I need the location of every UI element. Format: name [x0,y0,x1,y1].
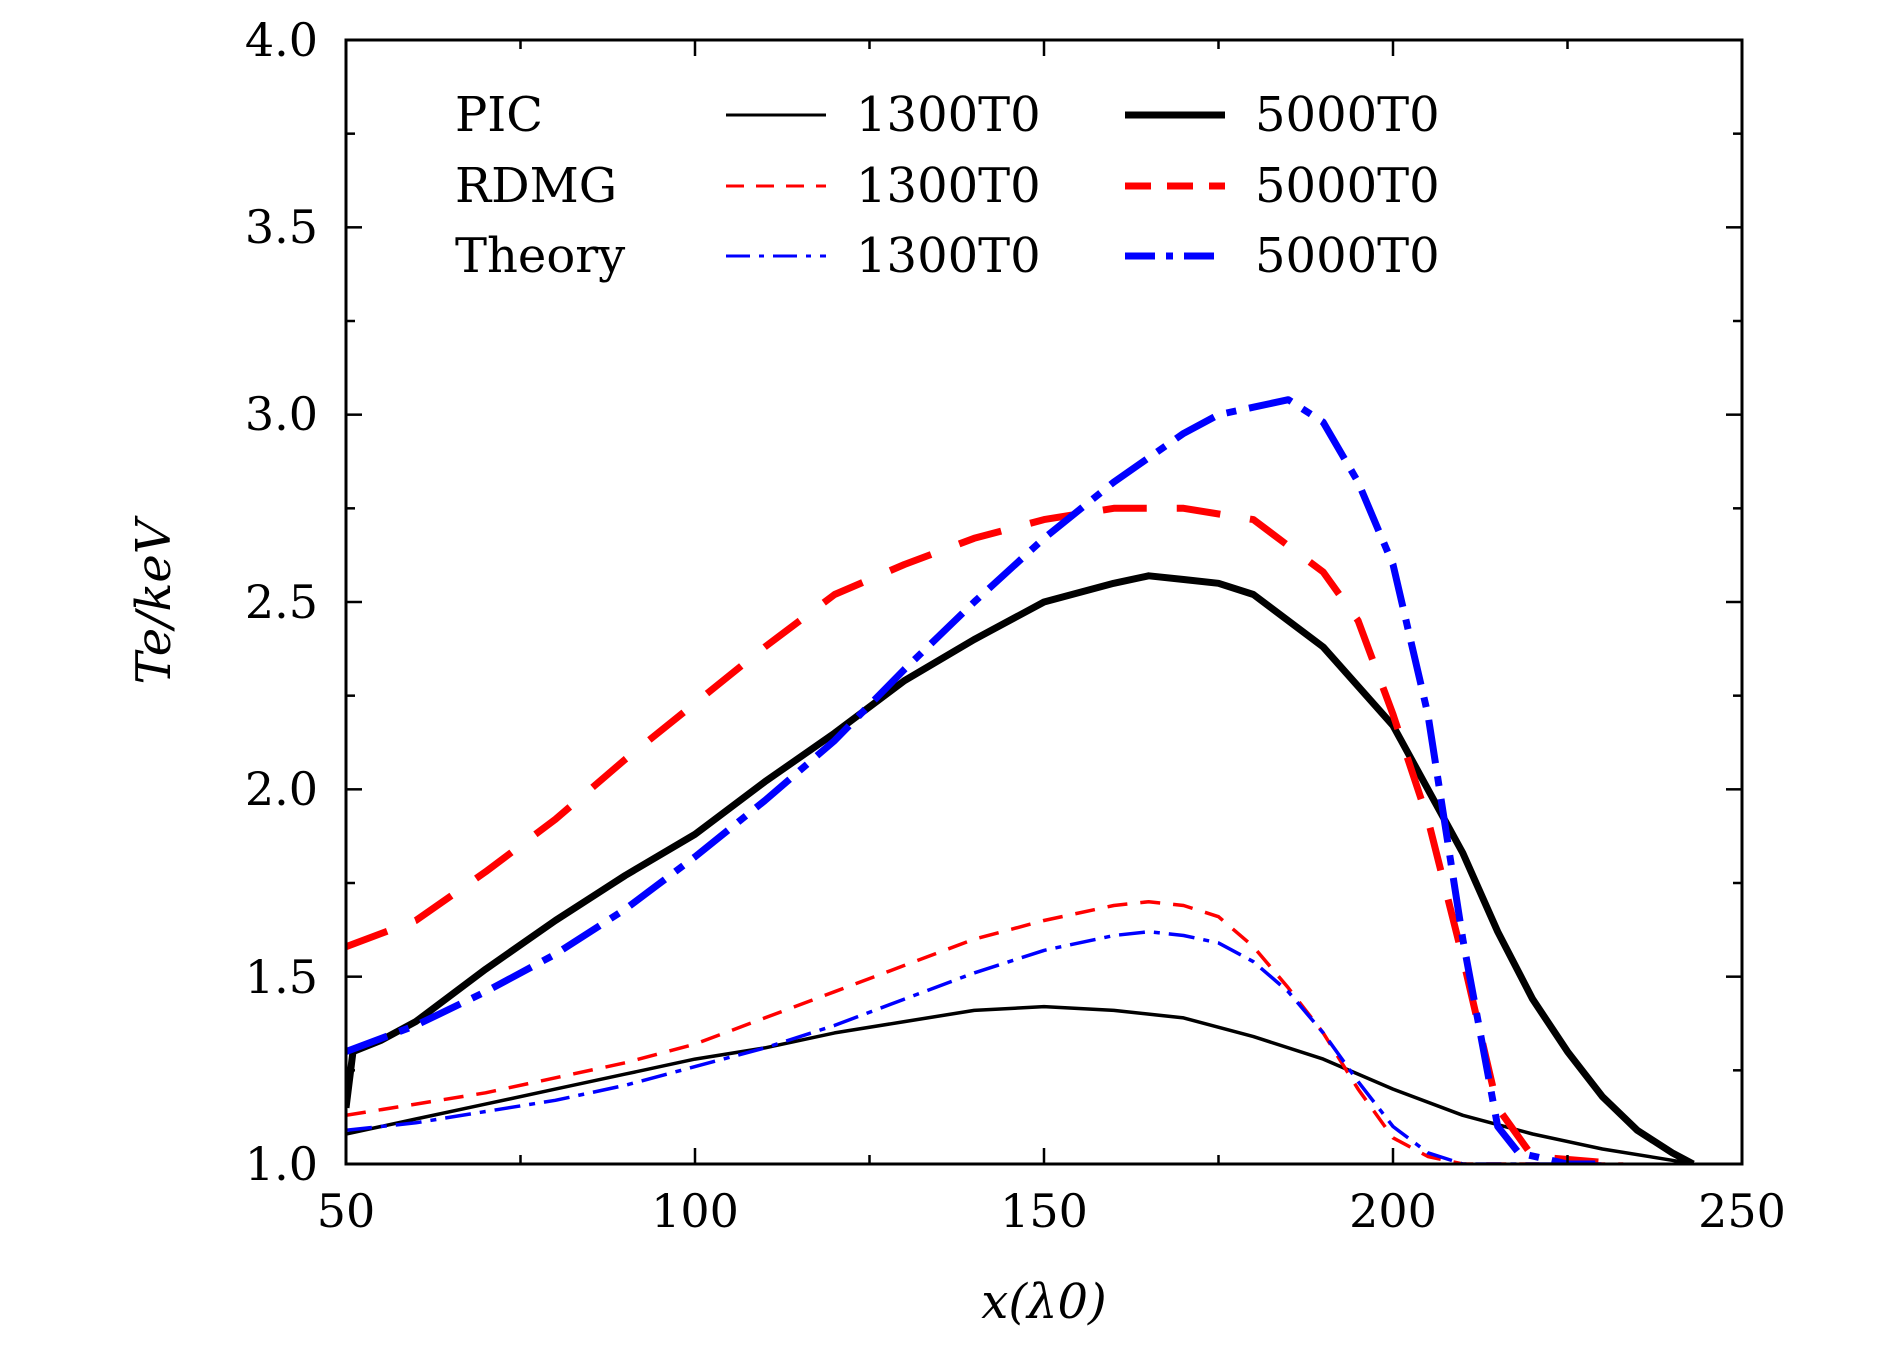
x-tick-label: 250 [1698,1184,1786,1238]
y-tick-label: 4.0 [245,13,318,67]
y-tick-label: 1.5 [245,950,318,1004]
series-line-rdmg-1300t0 [346,899,1624,1164]
x-axis-label: x(λ0) [981,1274,1106,1330]
series-layer [346,396,1695,1164]
legend-row-label: PIC [455,87,543,143]
x-tick-label: 200 [1349,1184,1437,1238]
legend-col-label: 5000T0 [1255,158,1440,214]
x-tick-label: 150 [1000,1184,1088,1238]
y-axis-label: Te/keV [126,515,182,684]
y-tick-label: 2.5 [245,575,318,629]
series-line-pic-5000t0 [346,572,1695,1164]
legend: PIC RDMG Theory 1300T0 1300T0 1300T0 500… [455,87,1440,284]
ticks-layer [344,38,1744,1166]
legend-row-label: Theory [455,228,625,284]
legend-col-label: 1300T0 [856,228,1041,284]
y-tick-label: 2.0 [245,762,318,816]
series-line-rdmg-5000t0 [346,504,1624,1164]
x-tick-label: 50 [317,1184,376,1238]
legend-row-label: RDMG [455,158,617,214]
series-line-theory-1300t0 [346,929,1603,1164]
series-line-theory-5000t0 [346,396,1603,1164]
y-tick-label: 1.0 [245,1137,318,1191]
y-tick-label: 3.5 [245,200,318,254]
legend-col-label: 5000T0 [1255,228,1440,284]
legend-col-label: 5000T0 [1255,87,1440,143]
x-tick-label: 100 [651,1184,739,1238]
legend-col-label: 1300T0 [856,158,1041,214]
y-tick-label: 3.0 [245,387,318,441]
legend-col-label: 1300T0 [856,87,1041,143]
